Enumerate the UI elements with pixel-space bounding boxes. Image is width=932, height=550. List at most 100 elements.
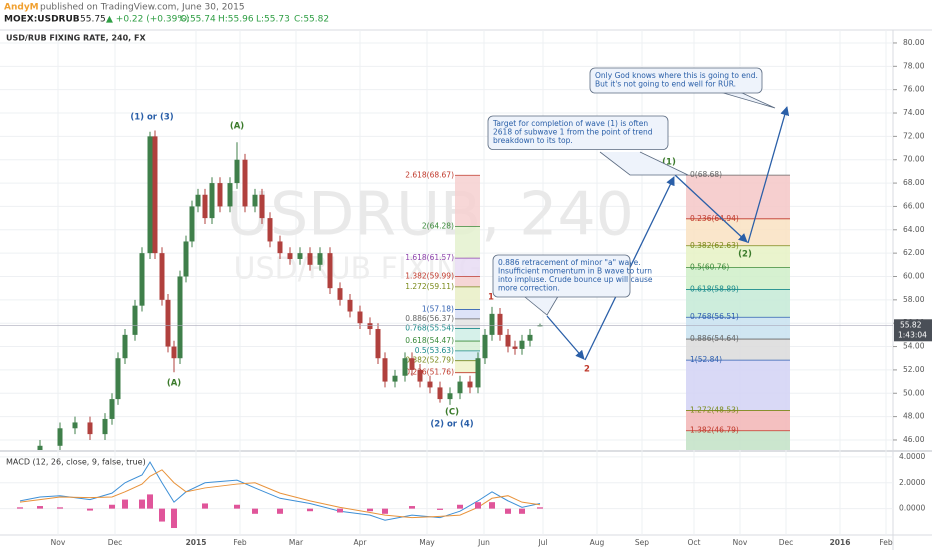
histogram-bar — [437, 508, 443, 510]
wave-label: (1) — [662, 158, 676, 168]
fib-band — [455, 328, 480, 342]
candle-body — [132, 305, 138, 335]
callout-box — [589, 67, 763, 94]
y-tick-label: 52.00 — [903, 365, 925, 374]
y-tick-label: 70.00 — [903, 155, 925, 164]
callout-text: Insufficient momentum in B wave to turn — [498, 267, 652, 276]
wave-label: (1) or (3) — [130, 113, 173, 123]
x-tick-label: Mar — [289, 538, 304, 547]
fib-label: 0.236(64.94) — [690, 214, 739, 223]
candle-body — [489, 313, 495, 335]
candle-body — [527, 334, 533, 341]
fib-label: 1.382(59.99) — [405, 272, 454, 281]
y-tick-label: 48.00 — [903, 412, 925, 421]
candle-body — [437, 387, 443, 400]
histogram-bar — [159, 508, 165, 522]
fib-label: 2(64.28) — [422, 222, 454, 231]
y-tick-label: 54.00 — [903, 342, 925, 351]
wave-label: (2) or (4) — [430, 420, 473, 430]
candle-body — [467, 381, 473, 388]
last-price-label: 55.82 — [900, 320, 922, 329]
fib-band — [686, 175, 790, 219]
histogram-bar — [252, 508, 258, 514]
candle-body — [497, 313, 503, 335]
candle-body — [392, 375, 398, 382]
fib-band — [686, 267, 790, 290]
candle-body — [447, 393, 453, 400]
x-tick-label: Feb — [879, 538, 893, 547]
fib-label: 0.618(58.89) — [690, 284, 739, 293]
fib-band — [686, 410, 790, 431]
candle-body — [209, 183, 215, 219]
fib-label: 0(68.68) — [690, 170, 722, 179]
callout-pointer — [519, 292, 561, 316]
ohlc-close: C:55.82 — [294, 15, 329, 25]
x-tick-label: Feb — [233, 538, 247, 547]
candle-body — [147, 136, 153, 254]
fib-band — [686, 317, 790, 340]
countdown: 1:43:04 — [898, 330, 927, 339]
arrow — [546, 315, 585, 360]
macd-line — [19, 469, 541, 519]
arrow — [674, 174, 748, 243]
candle-body — [177, 276, 183, 359]
candle-body — [195, 194, 201, 207]
candle-body — [277, 241, 283, 254]
candle-body — [234, 159, 240, 184]
fib-band — [455, 258, 480, 277]
callout-text: 2618 of subwave 1 from the point of tren… — [493, 128, 653, 137]
callout-box — [492, 254, 631, 298]
callout-text: more correction. — [498, 284, 560, 293]
x-tick-label: Nov — [51, 538, 66, 547]
fib-band — [455, 309, 480, 319]
wave-label: 1 — [488, 293, 494, 303]
histogram-bar — [409, 506, 415, 509]
candle-body — [337, 288, 343, 300]
x-tick-label: Jul — [537, 538, 547, 547]
annotations: (1) or (3) (A) (A) (C) (2) or (4) 1 2 (1) (2) Onl… — [130, 67, 776, 430]
fibonacci-drawings: 2.618(68.67) 2(64.28) 1.618(61.57) 1.382(59… — [405, 170, 790, 450]
y-tick-label: 46.00 — [903, 435, 925, 444]
y-tick-label: 72.00 — [903, 131, 925, 140]
fib-band — [455, 318, 480, 329]
x-tick-label: 2015 — [186, 538, 207, 547]
fib-band — [686, 430, 790, 450]
histogram-bar — [382, 508, 388, 514]
fib-band — [455, 350, 480, 361]
candle-body — [475, 358, 481, 388]
candle-body — [482, 334, 488, 359]
watermark-text: USDRUB, 240 — [226, 180, 634, 250]
fib-label: 1.272(59.11) — [405, 282, 454, 291]
candle-body — [259, 194, 265, 219]
y-tick-label: 76.00 — [903, 85, 925, 94]
y-tick-label: 68.00 — [903, 178, 925, 187]
wave-label: (C) — [445, 408, 459, 418]
price-pane — [37, 130, 543, 450]
histogram-bar — [17, 507, 23, 509]
candle-body — [37, 445, 43, 450]
candle-body — [409, 358, 415, 370]
callout-pointer — [599, 151, 689, 176]
wave-label: (A) — [230, 122, 244, 132]
histogram-bar — [122, 499, 128, 509]
candle-body — [242, 159, 248, 207]
callout-pointer — [719, 91, 776, 109]
fib-label: 0.5(53.63) — [415, 346, 454, 355]
last-price-badge — [894, 319, 932, 342]
histogram-bar — [57, 507, 63, 509]
histogram-bar — [489, 502, 495, 509]
histogram-bar — [519, 508, 525, 514]
candle-body — [189, 206, 195, 242]
candle-body — [109, 399, 115, 419]
y-tick-label: 0.0000 — [899, 504, 925, 513]
callout-text: into impluse. Crude bounce up will cause — [498, 275, 653, 284]
fib-label: 0.5(60.76) — [690, 263, 729, 272]
y-tick-label: 60.00 — [903, 271, 925, 280]
ohlc-low: L:55.73 — [256, 15, 290, 25]
fib-label: 1(57.18) — [422, 304, 454, 313]
y-tick-label: 62.00 — [903, 248, 925, 257]
candle-body — [457, 381, 463, 394]
histogram-bar — [37, 506, 43, 509]
candle-body — [505, 334, 511, 347]
